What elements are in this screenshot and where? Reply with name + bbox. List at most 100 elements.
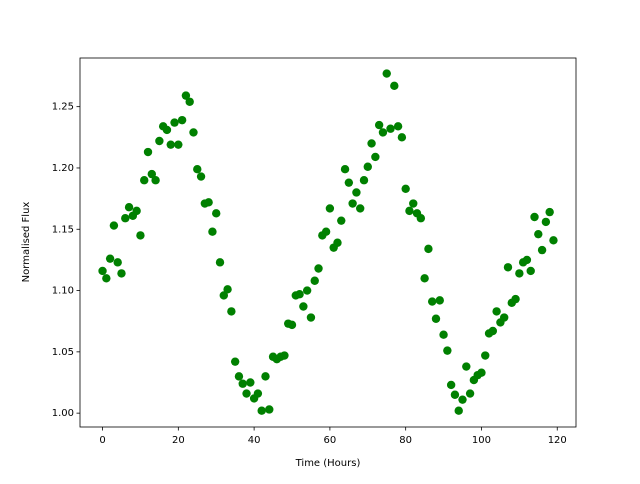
point [549, 236, 558, 245]
x-tick-label: 60 [324, 435, 337, 446]
point [280, 351, 289, 360]
point [310, 276, 319, 285]
y-tick-label: 1.05 [52, 347, 74, 358]
axes-frame [79, 57, 577, 428]
point [416, 214, 426, 223]
point [102, 274, 111, 283]
point [526, 266, 535, 276]
point [359, 176, 369, 185]
y-tick-label: 1.10 [52, 286, 74, 297]
point [450, 390, 460, 399]
point [443, 346, 452, 355]
point [530, 212, 539, 222]
point [499, 313, 509, 322]
point [208, 227, 217, 236]
point [511, 294, 520, 304]
point [382, 69, 391, 78]
point [465, 389, 475, 398]
point [458, 395, 467, 404]
point [397, 133, 407, 142]
point [185, 97, 194, 106]
point [230, 357, 240, 366]
point [401, 184, 410, 194]
point [166, 140, 175, 149]
point [193, 164, 202, 174]
point [541, 217, 551, 227]
point [352, 188, 361, 197]
point [363, 162, 372, 171]
point [132, 206, 141, 216]
x-tick-label: 0 [99, 435, 105, 446]
x-tick-label: 40 [248, 435, 261, 446]
point [215, 258, 225, 267]
point [227, 307, 236, 316]
point [348, 199, 357, 208]
point [162, 125, 172, 135]
point [405, 206, 414, 216]
point [223, 285, 232, 294]
point [333, 238, 342, 247]
point [515, 269, 524, 278]
point [98, 266, 107, 276]
point [204, 198, 213, 207]
point [147, 169, 157, 179]
point [121, 214, 130, 223]
point [302, 286, 312, 295]
point [545, 207, 554, 217]
point [295, 290, 304, 299]
point [177, 115, 187, 125]
y-tick-label: 1.20 [52, 163, 74, 174]
point [136, 231, 145, 240]
point [534, 229, 543, 239]
point [257, 406, 266, 415]
point [314, 264, 323, 273]
point [431, 314, 441, 323]
y-tick-label: 1.15 [52, 224, 74, 235]
point [371, 152, 380, 162]
point [321, 227, 331, 236]
x-tick-label: 20 [172, 435, 185, 446]
point [435, 296, 444, 305]
point [340, 164, 350, 174]
point [537, 245, 547, 255]
x-tick-label: 80 [399, 435, 412, 446]
point [189, 128, 198, 137]
point [344, 178, 354, 187]
point [155, 136, 164, 146]
point [299, 302, 308, 311]
point [113, 258, 122, 267]
point [522, 255, 532, 265]
point [174, 140, 183, 149]
point [409, 199, 418, 208]
point [253, 389, 263, 398]
x-axis-label: Time (Hours) [295, 458, 361, 469]
y-tick-label: 1.00 [52, 408, 74, 419]
y-tick-label: 1.25 [52, 102, 74, 113]
x-tick-label: 100 [472, 435, 491, 446]
point [170, 118, 179, 127]
point [140, 176, 149, 185]
point [117, 269, 126, 278]
point [356, 204, 365, 213]
point [287, 320, 297, 330]
point [481, 351, 490, 360]
point [325, 204, 335, 213]
point [393, 122, 403, 131]
point [488, 326, 498, 336]
y-axis-label: Normalised Flux [21, 202, 32, 283]
point [105, 254, 115, 263]
point [238, 379, 247, 388]
point [143, 147, 153, 157]
point [492, 307, 501, 316]
point [454, 406, 463, 415]
point [212, 209, 221, 218]
point [446, 380, 456, 390]
point [219, 291, 228, 300]
point [428, 297, 437, 306]
point [503, 263, 513, 272]
point [265, 405, 274, 414]
point [462, 362, 471, 371]
point [234, 372, 244, 381]
x-tick-label: 120 [548, 435, 567, 446]
